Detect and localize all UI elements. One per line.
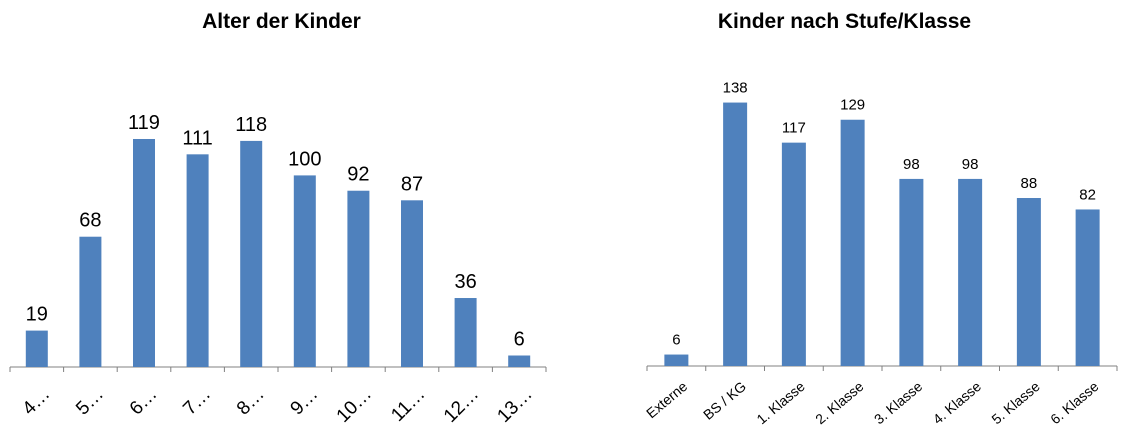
data-label: 19 xyxy=(26,304,48,326)
x-tick-label: Externe xyxy=(643,378,690,421)
data-label: 118 xyxy=(235,114,267,136)
x-tick-label: 4… xyxy=(19,384,55,420)
bar xyxy=(133,138,155,367)
x-tick-label: BS / KG xyxy=(700,378,749,423)
x-tick-label: 10… xyxy=(333,384,376,427)
age-chart: Alter der Kinder 19 4… 68 5… 119 6… 111 7… 118 8…… xyxy=(9,10,547,427)
x-tick-label: 6… xyxy=(126,384,162,420)
data-label: 98 xyxy=(903,156,920,173)
data-label: 129 xyxy=(840,97,865,114)
data-label: 138 xyxy=(723,80,748,97)
x-tick-label: 4. Klasse xyxy=(930,378,985,427)
x-tick-label: 11… xyxy=(387,384,429,426)
data-label: 117 xyxy=(782,120,806,137)
x-tick-label: 3. Klasse xyxy=(871,378,926,427)
bar xyxy=(664,354,689,366)
data-label: 100 xyxy=(288,148,321,170)
x-tick-label: 6. Klasse xyxy=(1047,378,1102,427)
x-tick-label: 2. Klasse xyxy=(812,378,867,427)
data-label: 6 xyxy=(514,329,525,351)
x-tick-label: 7… xyxy=(179,384,215,420)
bar xyxy=(899,178,924,366)
data-label: 68 xyxy=(79,210,101,232)
x-tick-label: 12… xyxy=(440,384,483,427)
data-label: 82 xyxy=(1079,186,1096,203)
bar xyxy=(1075,209,1100,366)
data-label: 98 xyxy=(962,156,979,173)
x-tick-label: 13… xyxy=(494,384,537,427)
data-label: 111 xyxy=(182,127,212,149)
bar xyxy=(25,330,48,367)
bar xyxy=(347,190,370,367)
bar xyxy=(840,119,865,366)
x-tick-label: 1. Klasse xyxy=(753,378,808,427)
chart-title: Kinder nach Stufe/Klasse xyxy=(717,10,972,33)
bar xyxy=(1016,198,1041,366)
data-label: 36 xyxy=(454,271,476,293)
bar xyxy=(401,200,423,367)
bar xyxy=(958,178,983,366)
chart-title: Alter der Kinder xyxy=(202,10,361,33)
bar xyxy=(508,355,531,367)
x-tick-label: 9… xyxy=(287,384,323,420)
data-label: 6 xyxy=(672,332,680,349)
age-chart-plot: 19 4… 68 5… 119 6… 111 7… 118 8… 100 9… 92 10… 87 11… 36… xyxy=(9,112,547,427)
bar xyxy=(454,298,477,367)
data-label: 119 xyxy=(128,112,160,134)
bar xyxy=(240,140,263,367)
bar xyxy=(293,175,316,367)
data-label: 92 xyxy=(347,164,369,186)
class-chart: Kinder nach Stufe/Klasse 6 Externe 138 BS /… xyxy=(563,0,1126,441)
bar xyxy=(723,102,748,367)
bar xyxy=(79,236,102,367)
x-tick-label: 8… xyxy=(233,384,269,420)
data-label: 87 xyxy=(401,173,423,195)
x-tick-label: 5. Klasse xyxy=(988,378,1043,427)
bar xyxy=(781,142,806,366)
class-chart-plot: 6 Externe 138 BS / KG 117 1. Klasse 129 2. Klas… xyxy=(643,80,1118,427)
bar xyxy=(186,154,209,367)
data-label: 88 xyxy=(1021,175,1038,192)
x-tick-label: 5… xyxy=(72,384,108,420)
